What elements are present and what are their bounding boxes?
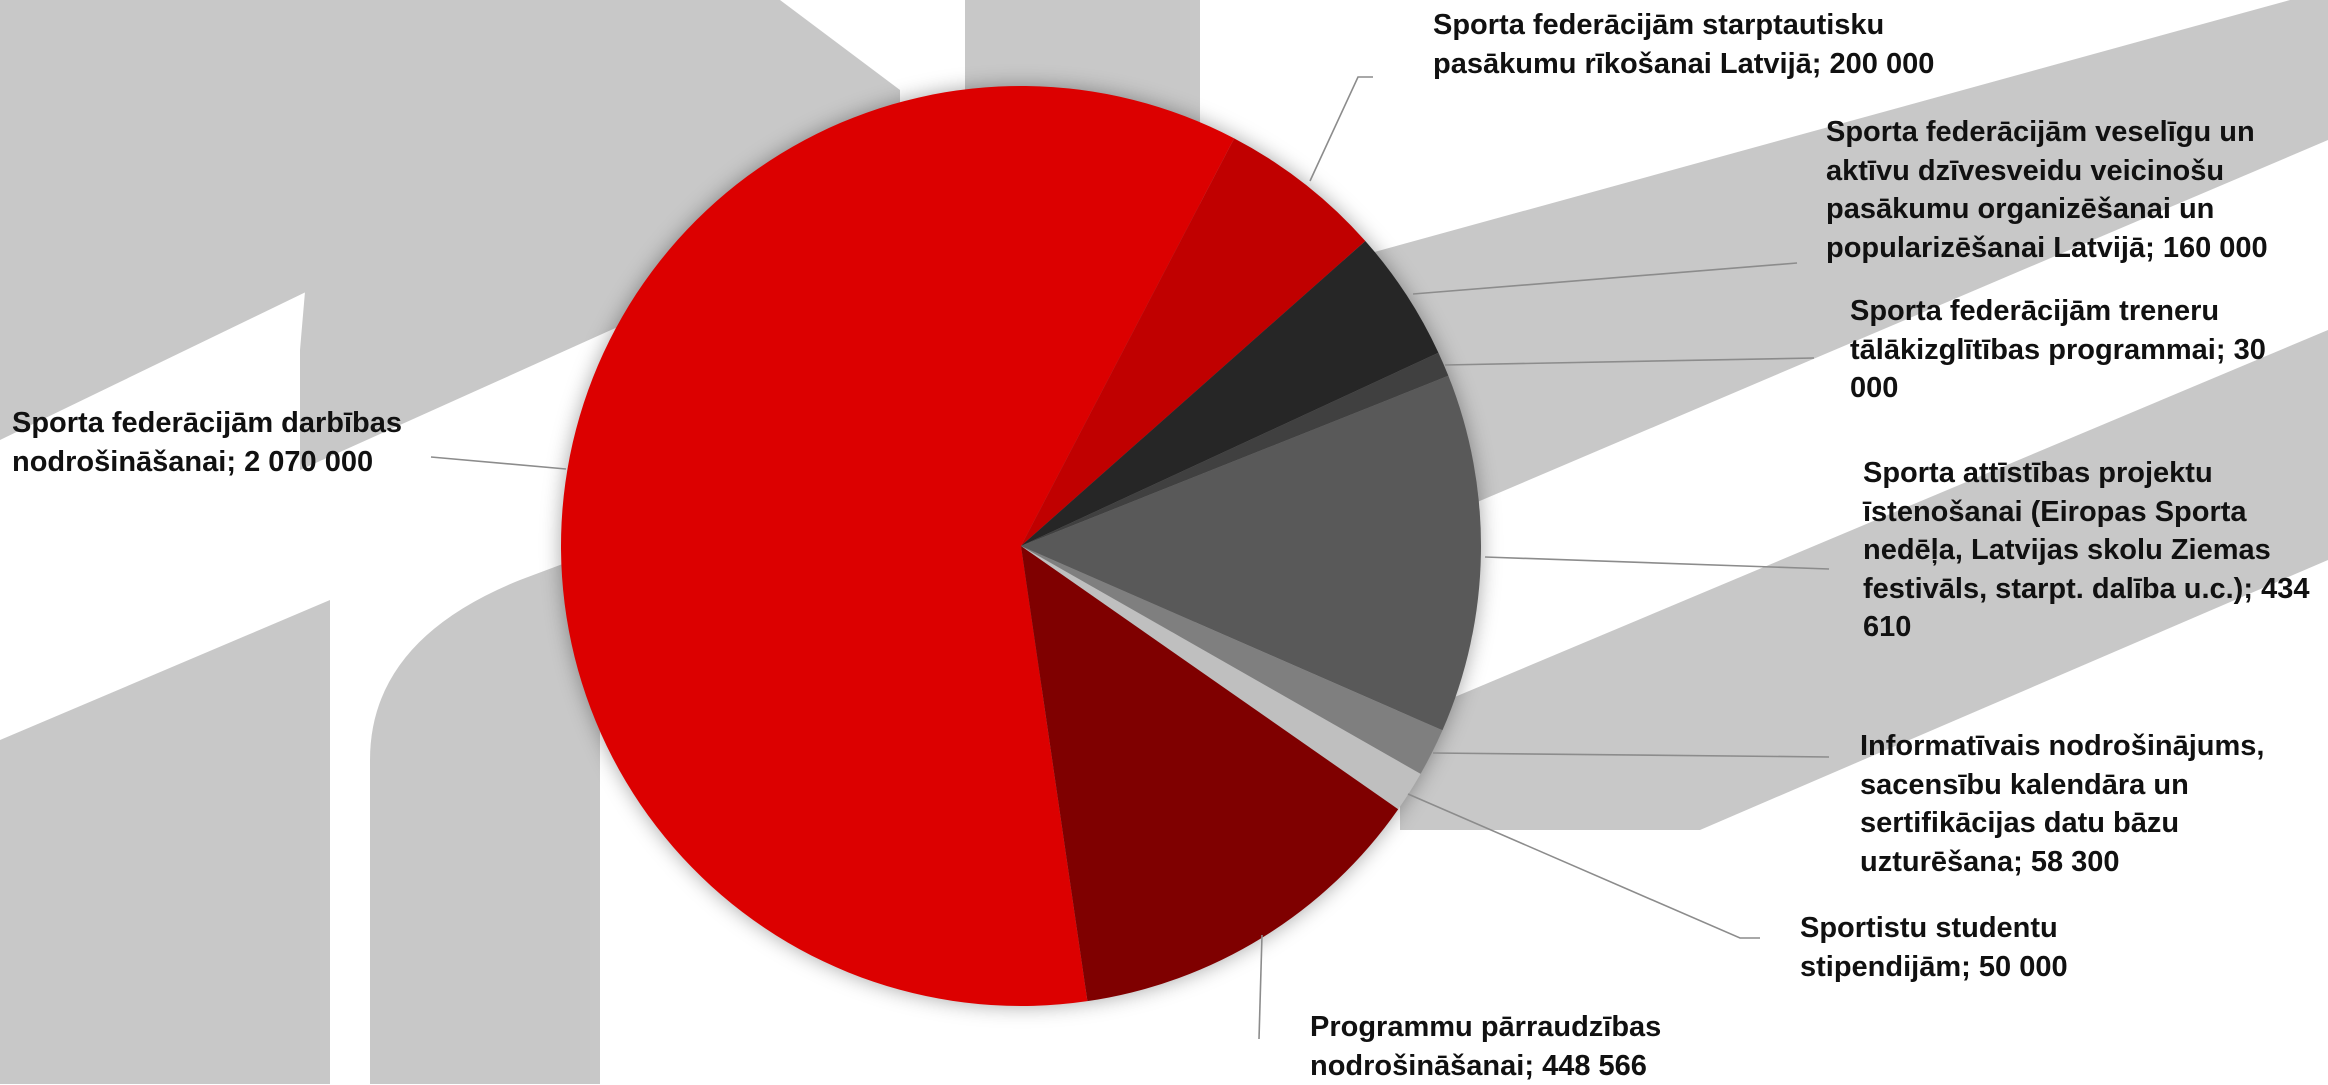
pie-slice <box>1021 546 1421 810</box>
leader-line <box>1407 793 1760 939</box>
bg-shape <box>0 600 330 1084</box>
category-label: Sporta federācijām starptautisku pasākum… <box>1433 9 1885 80</box>
leader-line <box>1432 752 1830 758</box>
value-label: 434 610 <box>1863 572 2310 644</box>
value-label: 50 000 <box>1978 950 2068 983</box>
bg-shape <box>370 550 600 1084</box>
data-label: Sporta federācijām treneru tālākizglītīb… <box>1850 292 2270 408</box>
bg-shape <box>1400 330 2328 830</box>
data-label: Sporta federācijām starptautisku pasākum… <box>1433 6 2013 83</box>
pie <box>560 85 1481 1007</box>
data-label: Sporta federācijām veselīgu un aktīvu dz… <box>1826 113 2326 267</box>
data-label: Sportistu studentu stipendijām; 50 000 <box>1800 909 2140 986</box>
category-label: Sporta federācijām veselīgu un aktīvu dz… <box>1826 116 2255 264</box>
value-label: 160 000 <box>2162 231 2268 264</box>
category-label: Sporta attīstības projektu īstenošanai (… <box>1863 457 2271 605</box>
category-label: Informatīvais nodrošinājums, sacensību k… <box>1860 730 2265 878</box>
value-label: 30 000 <box>1850 333 2266 405</box>
value-label: 448 566 <box>1542 1049 1647 1082</box>
data-label: Informatīvais nodrošinājums, sacensību k… <box>1860 727 2320 881</box>
category-label: Sporta federācijām treneru tālākizglītīb… <box>1850 295 2226 366</box>
pie-slice <box>1021 546 1399 1002</box>
value-label: 58 300 <box>2030 845 2120 878</box>
pie-slice <box>1021 375 1481 731</box>
pie-slice <box>560 85 1235 1007</box>
leader-line <box>1444 357 1815 366</box>
category-label: Sportistu studentu stipendijām; <box>1800 912 2058 983</box>
pie-slice <box>1021 546 1443 774</box>
pie-slice <box>1021 241 1439 546</box>
bg-shape <box>1200 0 2328 620</box>
category-label: Sporta federācijām darbības nodrošināšan… <box>12 407 403 478</box>
leader-line <box>1258 934 1263 1040</box>
value-label: 200 000 <box>1829 47 1935 80</box>
leader-line <box>430 456 567 470</box>
pie-slice <box>1021 352 1449 546</box>
leader-line <box>1309 76 1373 182</box>
value-label: 2 070 000 <box>244 445 374 478</box>
bg-shape <box>300 0 900 470</box>
leader-line <box>1412 262 1798 295</box>
data-label: Sporta attīstības projektu īstenošanai (… <box>1863 454 2323 647</box>
category-label: Programmu pārraudzības nodrošināšanai; <box>1310 1011 1662 1082</box>
data-label: Sporta federācijām darbības nodrošināšan… <box>12 404 457 481</box>
pie-slice <box>1021 138 1366 546</box>
leader-lines <box>430 76 1830 1040</box>
data-label: Programmu pārraudzības nodrošināšanai; 4… <box>1310 1008 1730 1085</box>
leader-line <box>1484 556 1830 570</box>
